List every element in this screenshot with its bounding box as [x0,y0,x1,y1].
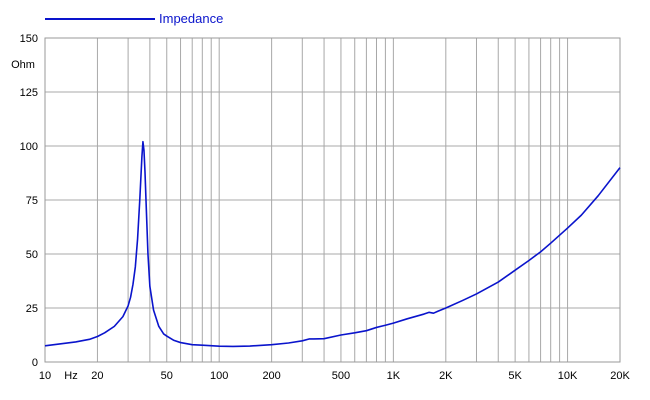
impedance-curve [44,140,621,348]
y-axis-label: Ohm [11,59,35,71]
x-tick-label-200: 200 [262,370,280,382]
x-tick-label-500: 500 [332,370,350,382]
x-tick-label-20k: 20K [610,370,630,382]
chart-legend: Impedance [45,11,223,26]
y-tick-labels: 0 25 50 75 100 125 150 [20,33,38,369]
x-tick-label-2k: 2K [439,370,453,382]
plot-frame [44,37,621,363]
x-tick-label-10k: 10K [558,370,578,382]
x-tick-label-5k: 5K [508,370,522,382]
x-tick-label-1k: 1K [387,370,401,382]
y-tick-label-0: 0 [32,357,38,369]
y-tick-label-50: 50 [26,249,38,261]
legend-label-impedance: Impedance [159,11,223,26]
y-tick-label-125: 125 [20,87,38,99]
x-tick-label-100: 100 [210,370,228,382]
x-tick-label-50: 50 [161,370,173,382]
x-tick-label-20: 20 [91,370,103,382]
y-tick-label-25: 25 [26,303,38,315]
x-tick-label-10: 10 [39,370,51,382]
grid-lines [44,37,621,363]
x-axis-label: Hz [64,370,77,382]
y-tick-label-150: 150 [20,33,38,45]
y-tick-label-100: 100 [20,141,38,153]
x-tick-labels: 10 20 50 100 200 500 1K 2K 5K 10K 20K [39,370,631,382]
y-tick-label-75: 75 [26,195,38,207]
